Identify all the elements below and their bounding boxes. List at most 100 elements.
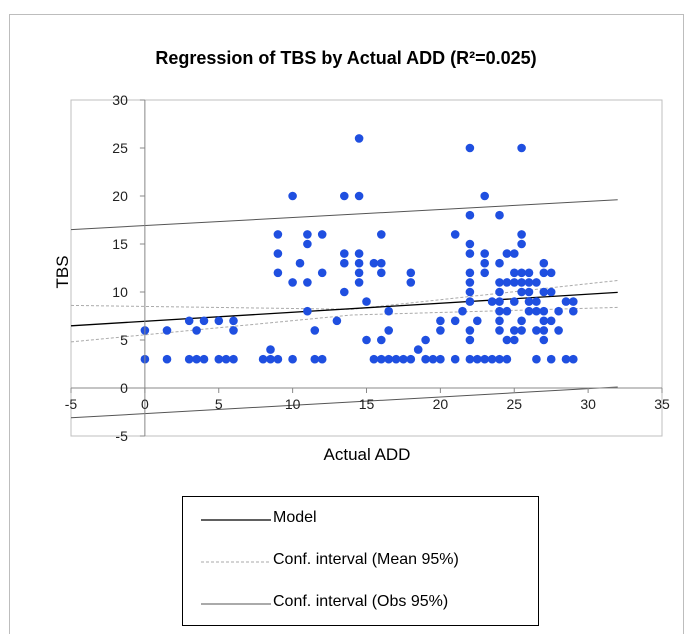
data-point bbox=[214, 354, 224, 364]
data-point bbox=[465, 326, 475, 335]
data-point bbox=[450, 316, 460, 326]
data-point bbox=[517, 230, 526, 239]
data-point bbox=[510, 297, 519, 306]
data-point bbox=[561, 354, 571, 364]
data-point bbox=[517, 326, 526, 335]
data-point bbox=[473, 316, 482, 326]
data-point bbox=[310, 326, 320, 335]
data-point bbox=[413, 345, 423, 354]
data-point bbox=[495, 287, 504, 297]
x-tick-label: 15 bbox=[359, 396, 375, 412]
x-tick-label: -5 bbox=[65, 396, 78, 412]
data-point bbox=[340, 191, 349, 201]
data-point bbox=[517, 278, 526, 287]
data-point bbox=[184, 316, 194, 326]
data-point bbox=[532, 326, 541, 335]
data-point bbox=[465, 239, 475, 249]
data-point bbox=[450, 354, 460, 364]
data-point bbox=[487, 354, 497, 364]
data-point bbox=[554, 306, 563, 316]
data-point bbox=[310, 354, 320, 364]
data-point bbox=[495, 326, 504, 335]
data-point bbox=[510, 326, 519, 335]
plot-border bbox=[70, 99, 663, 437]
data-point bbox=[317, 268, 327, 278]
data-point bbox=[539, 287, 549, 297]
data-point bbox=[162, 354, 172, 364]
data-point bbox=[502, 335, 512, 345]
legend-label-conf-mean: Conf. interval (Mean 95%) bbox=[273, 551, 459, 568]
legend-swatch-conf-mean bbox=[201, 561, 271, 563]
data-point bbox=[465, 249, 475, 258]
data-point bbox=[288, 278, 297, 287]
data-point bbox=[495, 354, 504, 364]
data-point bbox=[450, 230, 460, 239]
data-point bbox=[495, 278, 504, 287]
data-point bbox=[517, 239, 526, 249]
data-point bbox=[391, 354, 401, 364]
data-point bbox=[214, 316, 224, 326]
plot-area: -5 0 5 10 15 20 25 30 35 -5 0 5 10 15 20 25 30 bbox=[65, 92, 670, 444]
data-point bbox=[569, 354, 578, 364]
data-point bbox=[406, 268, 416, 278]
data-point bbox=[495, 316, 504, 326]
data-point bbox=[162, 326, 172, 335]
data-point bbox=[421, 354, 430, 364]
data-point bbox=[428, 354, 438, 364]
data-point bbox=[340, 249, 349, 258]
data-point bbox=[465, 278, 475, 287]
axes-layer: -5 0 5 10 15 20 25 30 35 -5 0 5 10 15 20 25 30 bbox=[65, 92, 670, 444]
x-tick-label: 30 bbox=[580, 396, 596, 412]
data-point bbox=[480, 258, 490, 268]
data-point bbox=[502, 354, 512, 364]
data-point bbox=[517, 287, 526, 297]
x-axis-label: Actual ADD bbox=[324, 445, 411, 464]
data-point bbox=[199, 354, 209, 364]
data-point bbox=[288, 354, 297, 364]
y-tick-label: -5 bbox=[115, 428, 128, 444]
data-point bbox=[377, 230, 386, 239]
data-point bbox=[510, 268, 519, 278]
data-point bbox=[229, 326, 238, 335]
data-point bbox=[465, 268, 475, 278]
legend-item-model: Model bbox=[183, 499, 538, 539]
x-tick-label: 5 bbox=[215, 396, 223, 412]
conf-obs-upper-line bbox=[70, 199, 618, 231]
data-point bbox=[229, 354, 238, 364]
data-point bbox=[495, 297, 504, 306]
data-point bbox=[258, 354, 268, 364]
data-point bbox=[502, 278, 512, 287]
data-point bbox=[532, 297, 541, 306]
data-point bbox=[369, 354, 379, 364]
data-point bbox=[377, 335, 386, 345]
data-point bbox=[354, 278, 364, 287]
data-point bbox=[273, 354, 283, 364]
data-point bbox=[480, 249, 490, 258]
data-point bbox=[539, 335, 549, 345]
x-tick-label: 20 bbox=[433, 396, 449, 412]
data-point bbox=[480, 268, 490, 278]
data-point bbox=[421, 335, 430, 345]
data-point bbox=[362, 335, 371, 345]
data-point bbox=[303, 239, 312, 249]
x-tick-label: 10 bbox=[285, 396, 301, 412]
data-point bbox=[569, 297, 578, 306]
data-point bbox=[510, 249, 519, 258]
data-point bbox=[532, 306, 541, 316]
data-point bbox=[539, 268, 549, 278]
data-point bbox=[192, 326, 201, 335]
data-point bbox=[340, 287, 349, 297]
data-point bbox=[510, 335, 519, 345]
data-point bbox=[384, 354, 394, 364]
data-point bbox=[221, 354, 231, 364]
data-point bbox=[354, 268, 364, 278]
data-point bbox=[377, 268, 386, 278]
data-point bbox=[436, 326, 445, 335]
data-point bbox=[384, 326, 394, 335]
data-point bbox=[317, 230, 327, 239]
data-point bbox=[524, 306, 534, 316]
data-point bbox=[399, 354, 408, 364]
data-point bbox=[465, 210, 475, 220]
data-point bbox=[495, 306, 504, 316]
chart-frame bbox=[9, 14, 684, 634]
